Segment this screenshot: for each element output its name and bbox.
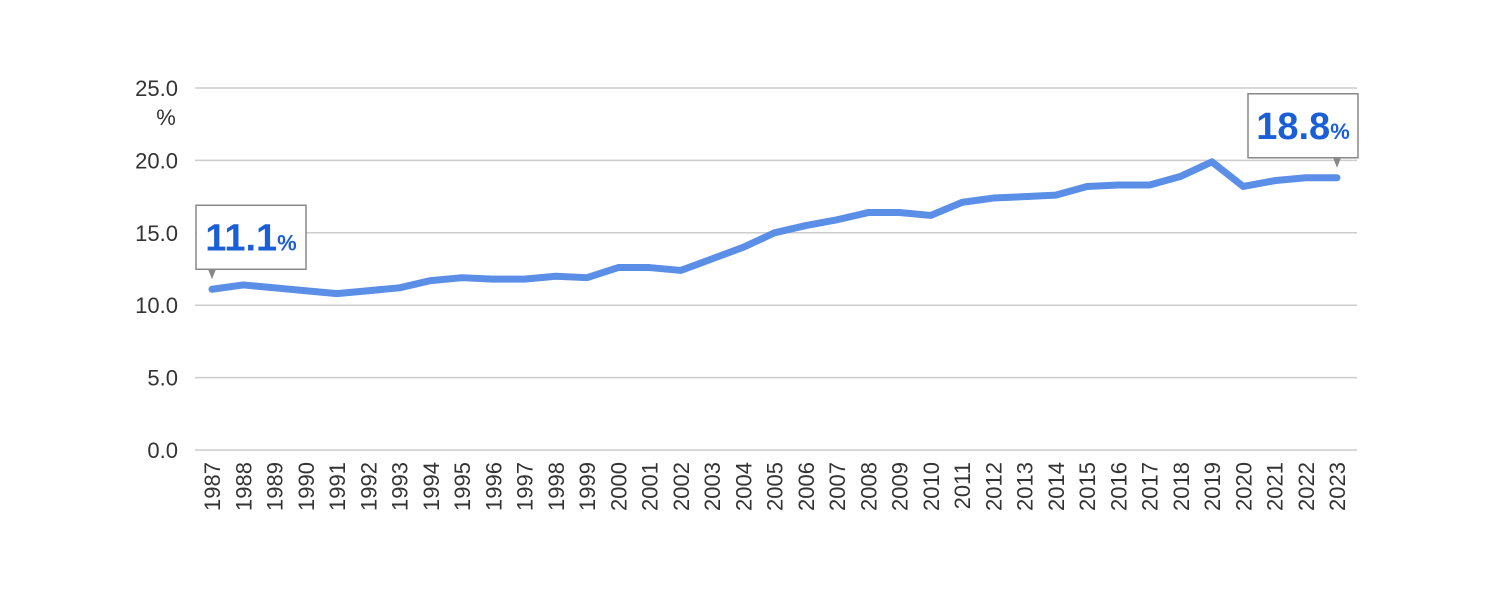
x-tick-label: 2004: [731, 462, 756, 511]
x-tick-label: 1997: [513, 462, 538, 511]
y-tick-label: 5.0: [147, 366, 178, 391]
y-tick-label: 0.0: [147, 438, 178, 463]
x-tick-label: 2011: [950, 462, 975, 509]
line: [208, 158, 1341, 298]
x-tick-label: 1993: [388, 462, 413, 511]
x-tick-label: 2003: [700, 462, 725, 511]
annotation: 18.8%: [1247, 93, 1359, 168]
x-tick-label: 2007: [825, 462, 850, 511]
y-unit: %: [156, 105, 176, 130]
x-tick-label: 2023: [1325, 462, 1350, 511]
annotation-pointer: [1333, 157, 1341, 168]
annotation-label: 18.8%: [1256, 106, 1350, 148]
x-tick-label: 1992: [356, 462, 381, 511]
x-tick-label: 1999: [575, 462, 600, 511]
x-tick-label: 1991: [325, 462, 350, 511]
x-tick-label: 2000: [606, 462, 631, 511]
x-tick-label: 2018: [1169, 462, 1194, 511]
x-tick-label: 1990: [294, 462, 319, 511]
annotation-unit: %: [277, 230, 297, 255]
x-tick-label: 2014: [1044, 462, 1069, 511]
x-tick-label: 2001: [638, 462, 663, 511]
x-tick-label: 2022: [1294, 462, 1319, 511]
x-tick-label: 2013: [1013, 462, 1038, 511]
annotation-box: [195, 204, 307, 271]
x-tick-label: 1996: [481, 462, 506, 511]
annotation-value: 18.8: [1256, 106, 1330, 148]
x-tick-label: 2002: [669, 462, 694, 511]
x-tick-label: 2008: [856, 462, 881, 511]
y-tick-label: 15.0: [135, 221, 178, 246]
x-tick-label: 2020: [1231, 462, 1256, 511]
x-tick-label: 1998: [544, 462, 569, 511]
x-tick-label: 2012: [981, 462, 1006, 511]
x-tick-label: 2019: [1200, 462, 1225, 511]
annotation: 11.1%: [195, 204, 307, 280]
x-tick-label: 2021: [1263, 462, 1288, 511]
annotation-value: 11.1: [205, 217, 277, 259]
x-tick-label: 1989: [263, 462, 288, 511]
annotation-unit: %: [1330, 119, 1350, 144]
x-tick-label: 2017: [1138, 462, 1163, 511]
x-tick-label: 1988: [231, 462, 256, 511]
x-tick-label: 2016: [1106, 462, 1131, 511]
x-tick-label: 2005: [763, 462, 788, 511]
x-tick-label: 2010: [919, 462, 944, 511]
x-tick-label: 1987: [200, 462, 225, 511]
x-tick-label: 2009: [888, 462, 913, 511]
annotation-box: [1247, 93, 1359, 159]
x-tick-label: 2015: [1075, 462, 1100, 511]
y-tick-label: 25.0: [135, 76, 178, 101]
x-tick-label: 2006: [794, 462, 819, 511]
x-tick-label: 1994: [419, 462, 444, 511]
x-tick-label: 1995: [450, 462, 475, 511]
y-tick-label: 10.0: [135, 293, 178, 318]
annotation-label: 11.1%: [205, 217, 296, 259]
y-tick-label: 20.0: [135, 148, 178, 173]
annotation-pointer: [208, 269, 216, 280]
